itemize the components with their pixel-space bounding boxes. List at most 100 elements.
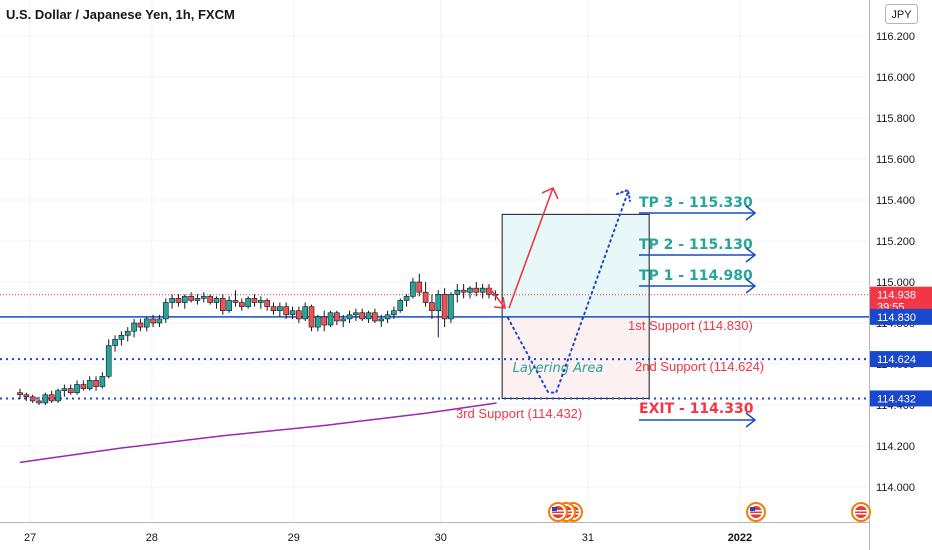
grid-layer — [0, 0, 869, 522]
candle[interactable] — [99, 372, 106, 389]
candle[interactable] — [156, 314, 163, 328]
candle[interactable] — [353, 308, 359, 321]
candle[interactable] — [124, 327, 131, 342]
candle[interactable] — [403, 294, 410, 307]
candle[interactable] — [93, 376, 99, 391]
tp2-arrow[interactable] — [639, 247, 757, 263]
candle[interactable] — [143, 316, 150, 332]
candle[interactable] — [226, 296, 232, 313]
candle[interactable] — [391, 306, 397, 319]
candle[interactable] — [74, 380, 80, 395]
us-flag-event-icon[interactable] — [746, 502, 766, 522]
candle[interactable] — [378, 314, 385, 328]
annotation-layer[interactable]: TP 3 - 115.330 TP 2 - 115.130 TP 1 - 114.9… — [456, 186, 764, 428]
x-tick-label: 31 — [582, 532, 594, 544]
candle[interactable] — [48, 390, 55, 403]
candle[interactable] — [289, 306, 296, 319]
candle[interactable] — [17, 388, 23, 399]
candle[interactable] — [150, 314, 156, 328]
candle[interactable] — [327, 310, 334, 328]
candle[interactable] — [23, 392, 30, 401]
candle[interactable] — [283, 302, 289, 319]
candle-layer[interactable] — [17, 273, 499, 405]
candle[interactable] — [479, 284, 486, 299]
candle[interactable] — [118, 331, 125, 346]
candle[interactable] — [169, 294, 175, 309]
candle[interactable] — [321, 310, 328, 332]
candle[interactable] — [29, 394, 36, 403]
candle[interactable] — [473, 282, 480, 297]
candle[interactable] — [460, 284, 467, 299]
tp3-arrow[interactable] — [639, 205, 757, 221]
currency-button[interactable]: JPY — [885, 4, 918, 24]
exit-arrow[interactable] — [639, 412, 757, 428]
candle[interactable] — [467, 286, 473, 299]
candle[interactable] — [308, 304, 315, 332]
candle[interactable] — [251, 294, 258, 307]
us-flag-event-icon[interactable] — [548, 502, 568, 522]
candle[interactable] — [131, 318, 137, 338]
candle[interactable] — [80, 380, 87, 391]
candle[interactable] — [340, 314, 347, 328]
candle[interactable] — [181, 294, 188, 309]
candle[interactable] — [441, 288, 448, 328]
candle-body — [200, 296, 207, 299]
candle[interactable] — [277, 302, 283, 317]
candle[interactable] — [245, 296, 251, 309]
bullish-path-arrow[interactable] — [487, 186, 559, 309]
candle[interactable] — [61, 384, 68, 397]
candle[interactable] — [162, 298, 169, 323]
candle[interactable] — [264, 298, 270, 311]
candle[interactable] — [194, 294, 201, 305]
candle[interactable] — [213, 296, 220, 309]
candle[interactable] — [67, 384, 74, 395]
time-axis[interactable]: 27 28 29 30 31 2022 — [24, 532, 752, 544]
candle-body — [17, 392, 23, 396]
candle[interactable] — [220, 294, 226, 315]
layering-path-arrow[interactable] — [507, 188, 631, 395]
candle[interactable] — [372, 308, 378, 323]
candle[interactable] — [55, 388, 61, 403]
tp1-arrow[interactable] — [639, 278, 757, 294]
candle-body — [270, 306, 277, 312]
candle[interactable] — [258, 296, 264, 309]
candle-body — [467, 287, 473, 293]
event-icons[interactable] — [548, 502, 871, 522]
candle[interactable] — [137, 318, 144, 332]
candle[interactable] — [454, 284, 461, 303]
candle[interactable] — [112, 335, 118, 352]
candle[interactable] — [384, 310, 391, 323]
candle[interactable] — [429, 294, 435, 319]
candle-body — [55, 390, 61, 402]
price-axis[interactable]: 114.000114.200114.400114.600114.800115.0… — [876, 31, 915, 494]
candle[interactable] — [365, 310, 372, 323]
candle[interactable] — [296, 306, 302, 323]
candle[interactable] — [232, 290, 239, 307]
candle[interactable] — [302, 302, 308, 321]
candle[interactable] — [36, 396, 42, 405]
candle[interactable] — [346, 310, 353, 323]
candle[interactable] — [239, 298, 245, 311]
candle[interactable] — [175, 294, 182, 307]
layering-zone — [501, 316, 649, 399]
candle[interactable] — [105, 339, 112, 379]
candle[interactable] — [448, 292, 454, 323]
candle[interactable] — [422, 282, 429, 307]
candle[interactable] — [188, 292, 194, 303]
candle[interactable] — [270, 302, 277, 315]
candle[interactable] — [334, 310, 340, 326]
candle[interactable] — [315, 314, 321, 332]
dotted-path — [507, 191, 629, 395]
candle[interactable] — [416, 273, 423, 297]
candle[interactable] — [410, 277, 416, 299]
candle[interactable] — [359, 308, 366, 321]
candle[interactable] — [42, 392, 49, 405]
candle[interactable] — [397, 298, 404, 313]
candle[interactable] — [200, 292, 207, 303]
candle[interactable] — [86, 376, 93, 391]
candle[interactable] — [435, 290, 442, 338]
candle[interactable] — [207, 294, 213, 305]
us-flag-event-icon[interactable] — [851, 502, 871, 522]
